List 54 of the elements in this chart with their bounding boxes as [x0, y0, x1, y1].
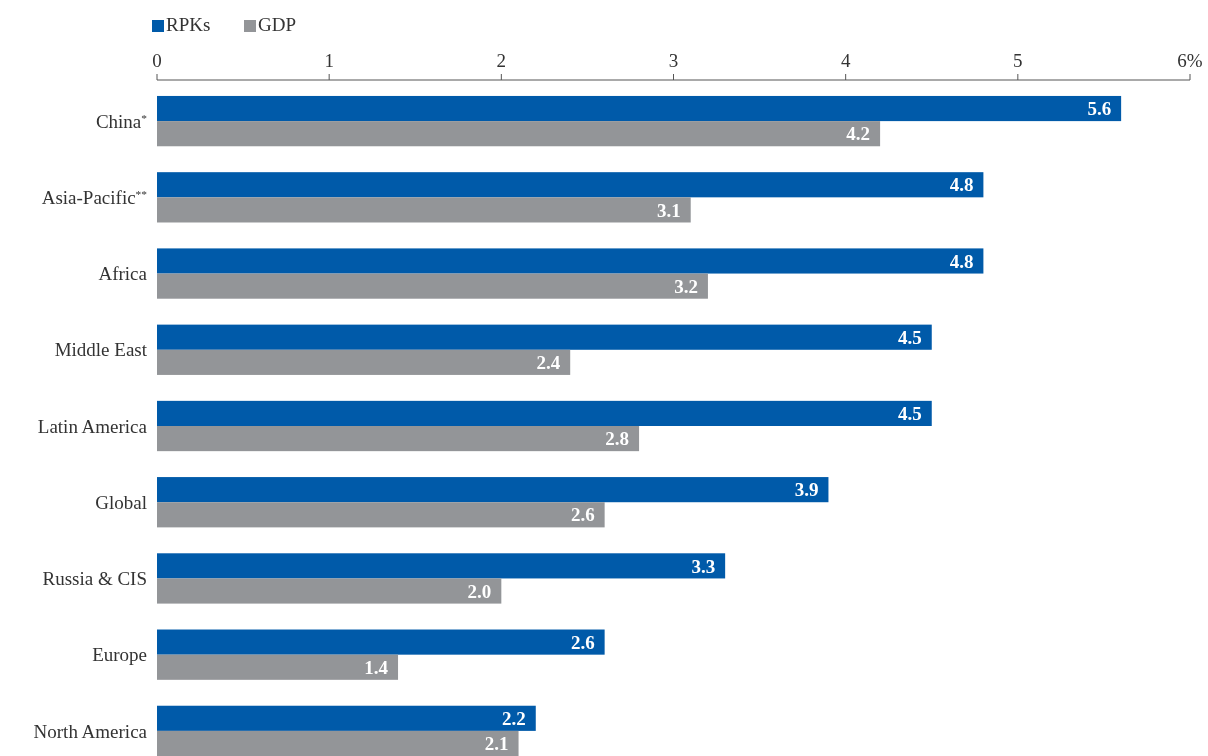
data-label: 1.4	[364, 656, 389, 678]
data-label: 2.2	[502, 707, 526, 729]
data-label: 2.4	[536, 352, 561, 373]
bar	[157, 730, 519, 756]
bar	[157, 172, 984, 198]
x-tick-label: 0	[152, 50, 162, 71]
x-tick-label: 1	[324, 50, 334, 71]
y-tick-label: Asia-Pacific$^{**}$	[41, 186, 148, 208]
bar	[157, 121, 881, 147]
data-label: 4.5	[898, 326, 922, 348]
data-label: 2.0	[467, 580, 492, 602]
x-tick-label: 6%	[1177, 50, 1203, 71]
data-label: 4.8	[949, 174, 974, 196]
bar	[157, 400, 932, 426]
bar	[157, 629, 605, 655]
data-label: 3.2	[674, 275, 698, 297]
y-tick-label: Latin America	[37, 415, 148, 437]
y-tick-label: Middle East	[54, 339, 148, 361]
data-label: 2.1	[484, 733, 509, 755]
bar	[157, 705, 536, 731]
bar	[157, 477, 829, 503]
data-label: 2.6	[570, 631, 595, 653]
data-label: 4.5	[898, 403, 922, 425]
y-tick-label: Europe	[92, 644, 147, 666]
bar	[157, 197, 691, 223]
bar	[157, 502, 605, 528]
data-label: 5.6	[1087, 98, 1112, 120]
bar	[157, 426, 640, 452]
data-label: 2.6	[570, 504, 595, 526]
data-label: 4.2	[846, 123, 871, 145]
data-label: 3.1	[656, 199, 681, 221]
y-tick-label: Global	[95, 491, 147, 513]
bar	[157, 95, 1122, 122]
y-tick-label: Africa	[98, 263, 148, 285]
bar	[157, 578, 502, 604]
bar	[157, 248, 984, 274]
legend-label: RPKs	[166, 14, 211, 35]
y-tick-label: China$^{*}$	[95, 110, 148, 132]
bar	[157, 349, 571, 375]
x-tick-label: 3	[668, 50, 679, 71]
x-tick-label: 4	[840, 50, 851, 71]
data-label: 3.3	[691, 555, 716, 577]
x-tick-label: 2	[496, 50, 507, 71]
data-label: 3.9	[794, 479, 819, 501]
legend-label: GDP	[258, 14, 297, 35]
bar	[157, 273, 708, 299]
data-label: 4.8	[949, 250, 974, 272]
bar	[157, 553, 726, 579]
y-tick-label: Russia & CIS	[42, 568, 147, 590]
bar	[157, 654, 399, 680]
x-tick-label: 5	[1013, 50, 1023, 71]
y-tick-label: North America	[33, 720, 148, 742]
data-label: 2.8	[605, 428, 630, 450]
bar	[157, 324, 932, 350]
